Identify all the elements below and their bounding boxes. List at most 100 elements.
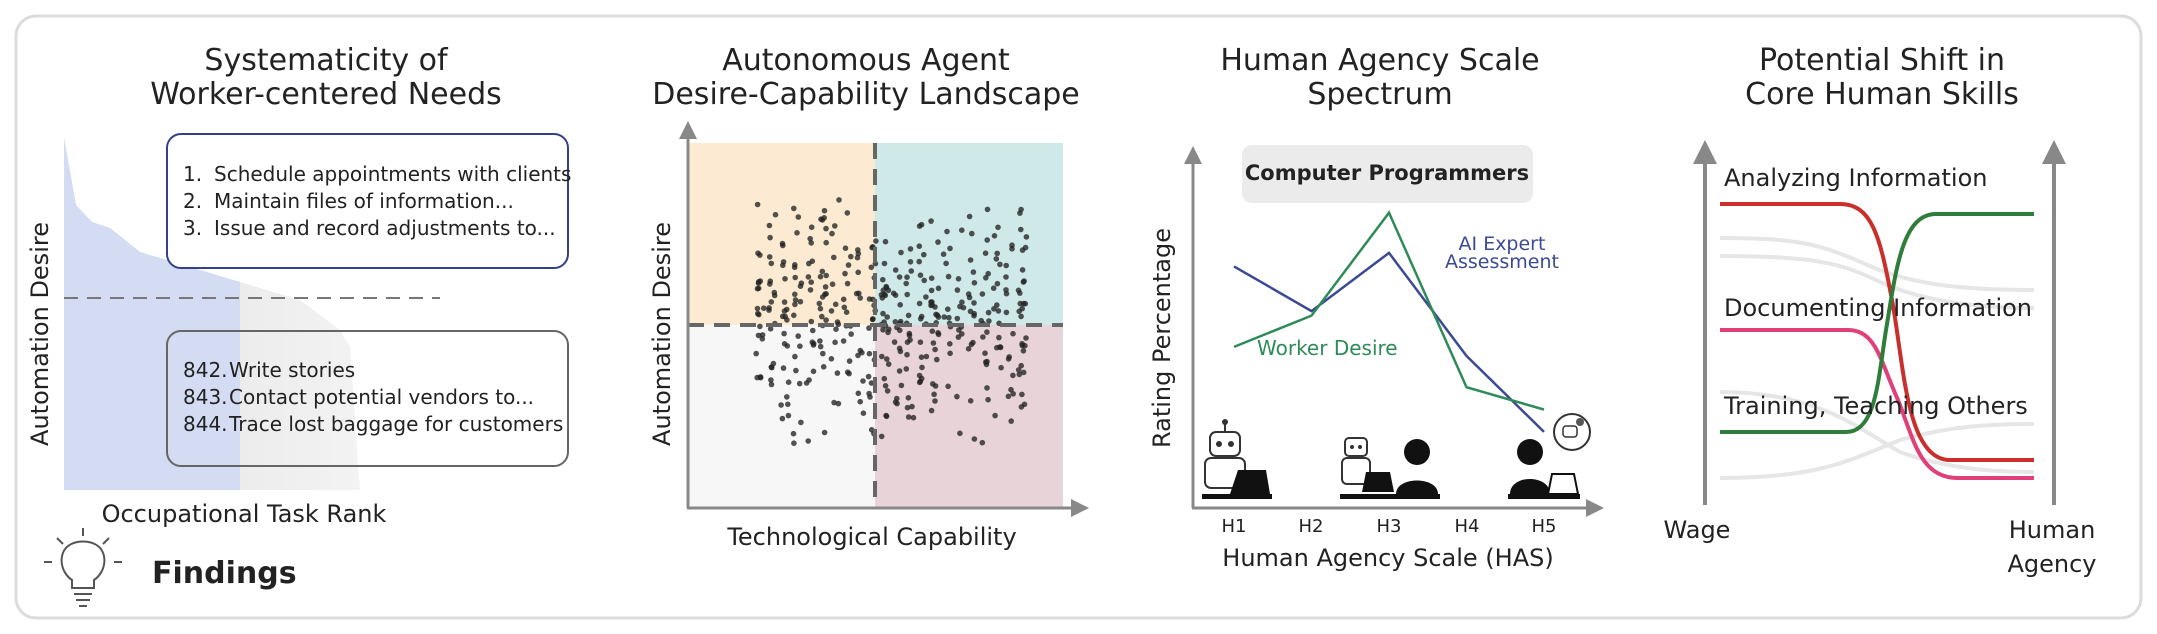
scatter-point [803, 380, 810, 386]
top-task-text-2: Maintain files of information... [214, 189, 514, 213]
scatter-point [846, 358, 853, 364]
scatter-point [979, 439, 986, 446]
scatter-point [935, 285, 942, 292]
scatter-point [778, 402, 784, 408]
documenting-information-line [1720, 328, 2034, 480]
scatter-point [945, 273, 952, 280]
scatter-point [810, 368, 817, 375]
scatter-point [932, 383, 939, 389]
panel3-ylabel: Rating Percentage [1148, 228, 1176, 448]
scatter-point [990, 285, 997, 292]
scatter-point [984, 385, 990, 391]
scatter-point [759, 332, 766, 338]
scatter-point [923, 294, 929, 300]
expert-series-label-line2: Assessment [1445, 251, 1559, 273]
scatter-point [1003, 309, 1010, 316]
scatter-point [831, 254, 837, 261]
scatter-point [832, 339, 838, 346]
scatter-point [947, 341, 953, 347]
scatter-point [881, 260, 888, 267]
scatter-point [808, 240, 814, 246]
scatter-point [767, 234, 773, 241]
bottom-task-rank-1: 842. [183, 358, 228, 382]
scatter-point [1019, 267, 1026, 273]
scatter-point [1023, 335, 1029, 341]
scatter-point [807, 287, 814, 293]
scatter-point [784, 394, 790, 400]
scatter-point [882, 383, 889, 389]
scatter-point [755, 250, 761, 256]
panel1-xlabel: Occupational Task Rank [102, 500, 387, 528]
scatter-point [904, 351, 910, 358]
scatter-point [841, 304, 848, 311]
scatter-point [867, 394, 873, 400]
scatter-point [905, 312, 912, 319]
scatter-point [904, 291, 910, 298]
scatter-point [897, 348, 904, 355]
scatter-point [1021, 401, 1028, 408]
scatter-point [820, 364, 827, 370]
scatter-point [817, 343, 824, 350]
worker-series-label: Worker Desire [1257, 336, 1398, 360]
panel2-title-line1: Autonomous Agent [722, 43, 1010, 78]
top-task-text-1: Schedule appointments with clients [214, 162, 571, 186]
scatter-point [971, 280, 978, 286]
scatter-point [1023, 234, 1030, 240]
scatter-point [828, 308, 835, 314]
scatter-point [917, 272, 924, 279]
scatter-point [772, 211, 779, 218]
bottom-task-text-3: Trace lost baggage for customers [228, 412, 563, 436]
scatter-point [980, 334, 986, 340]
scatter-point [855, 390, 862, 397]
bottom-task-text-1: Write stories [229, 358, 355, 382]
scatter-point [792, 353, 798, 360]
findings-label: Findings [152, 556, 297, 591]
scatter-point [791, 264, 798, 271]
scatter-point [754, 201, 761, 208]
quadrant-low-desire-high-capability [875, 325, 1063, 507]
scatter-point [755, 332, 762, 339]
human-worker-icon [1508, 413, 1591, 499]
scatter-point [892, 399, 899, 405]
scatter-point [768, 260, 775, 267]
scatter-point [785, 401, 791, 408]
tick-h2: H2 [1299, 516, 1324, 537]
scatter-point [947, 245, 953, 252]
scatter-point [896, 274, 903, 280]
scatter-point [840, 338, 847, 344]
human-robot-collaboration-icon [1340, 437, 1440, 499]
scatter-point [929, 299, 935, 305]
scatter-point [791, 205, 797, 212]
scatter-point [754, 285, 761, 292]
scatter-point [996, 334, 1002, 341]
scatter-point [921, 277, 927, 284]
scatter-point [968, 341, 975, 348]
quadrant-high-desire-low-capability [688, 143, 875, 325]
scatter-point [1010, 391, 1016, 397]
scatter-point [985, 396, 991, 403]
scatter-point [903, 366, 910, 372]
scatter-point [940, 251, 947, 257]
scatter-point [792, 297, 799, 303]
scatter-point [1020, 348, 1027, 354]
panel1-ylabel: Automation Desire [26, 222, 54, 446]
scatter-point [779, 415, 786, 422]
scatter-point [905, 414, 912, 420]
scatter-point [945, 306, 951, 313]
scatter-point [985, 309, 992, 316]
scatter-point [780, 242, 786, 249]
scatter-point [857, 398, 863, 405]
scatter-point [790, 430, 797, 437]
scatter-point [898, 249, 904, 256]
scatter-point [823, 317, 829, 323]
scatter-point [917, 316, 924, 322]
scatter-point [970, 269, 977, 275]
scatter-point [932, 398, 938, 404]
scatter-point [753, 350, 759, 357]
scatter-point [833, 326, 839, 333]
scatter-point [882, 238, 889, 245]
panel-has-spectrum: Human Agency Scale Spectrum Computer Pro… [1148, 43, 1604, 572]
scatter-point [932, 304, 938, 310]
scatter-point [1020, 369, 1027, 376]
scatter-point [844, 280, 851, 287]
